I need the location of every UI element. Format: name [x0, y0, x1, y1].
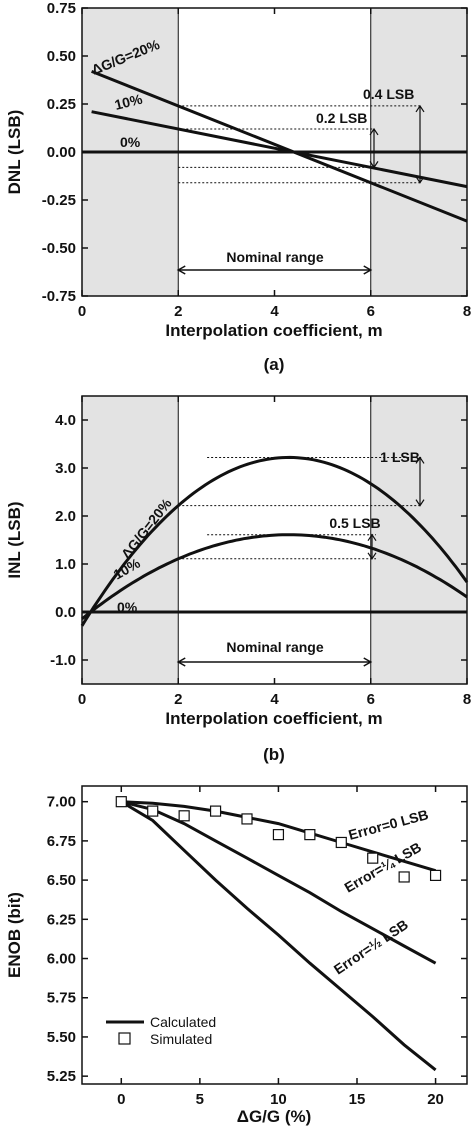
c-xtick-label: 0: [117, 1091, 125, 1108]
b-ytick-label: 3.0: [55, 460, 76, 477]
y-axis-label-a: DNL (LSB): [5, 110, 24, 195]
x-axis-label-a: Interpolation coefficient, m: [165, 321, 382, 340]
panel-label-a: (a): [264, 355, 285, 374]
b-ytick-label: 1.0: [55, 556, 76, 573]
nominal-range-label-b: Nominal range: [226, 639, 323, 655]
c-xtick-label: 10: [270, 1091, 287, 1108]
simulated-point: [272, 829, 285, 841]
a-ytick-label: 0.00: [47, 144, 76, 161]
b-ytick-label: 4.0: [55, 412, 76, 429]
nominal-range-label-a: Nominal range: [226, 249, 323, 265]
arrow-small-b-head-bottom: [367, 552, 377, 560]
y-ticks-a: 0.75 0.50 0.25 0.00 -0.25 -0.50 -0.75: [42, 0, 467, 305]
annotation-big-arrow-b: 1 LSB: [380, 449, 420, 465]
panel-c: Error=0 LSB Error=¼ LSB Error=½ LSB Calc…: [5, 785, 468, 1126]
a-ytick-label: -0.75: [42, 288, 76, 305]
simulated-point: [241, 813, 253, 825]
y-ticks-c: 7.00 6.75 6.50 6.25 6.00 5.75 5.50 5.25: [47, 794, 467, 1085]
annotation-small-arrow-a: 0.2 LSB: [316, 110, 367, 126]
c-ytick-label: 5.25: [47, 1068, 76, 1085]
legend-c: Calculated Simulated: [106, 1014, 216, 1047]
c-ytick-label: 7.00: [47, 794, 76, 811]
b-ytick-label: 2.0: [55, 508, 76, 525]
series-10pct-a: [91, 110, 468, 189]
b-xtick-label: 0: [78, 691, 86, 708]
shaded-region-right-b: [370, 396, 467, 684]
c-xtick-label: 15: [349, 1091, 366, 1108]
simulated-point: [209, 805, 222, 817]
b-xtick-label: 6: [367, 691, 375, 708]
b-ytick-label: 0.0: [55, 604, 76, 621]
series-error-quarter-c: [120, 800, 437, 965]
c-xtick-label: 5: [196, 1091, 204, 1108]
c-ytick-label: 5.50: [47, 1029, 76, 1046]
panel-b: ΔG/G=20% 10% 0% 1 LSB 0.5 LSB Nominal ra…: [5, 395, 471, 764]
a-ytick-label: 0.25: [47, 96, 76, 113]
series-20pct-b: [80, 455, 469, 627]
a-xtick-label: 2: [174, 303, 182, 320]
annotation-big-arrow-a: 0.4 LSB: [363, 86, 414, 102]
legend-label-simulated: Simulated: [150, 1031, 212, 1047]
c-ytick-label: 6.75: [47, 833, 76, 850]
simulated-point: [178, 810, 190, 822]
simulated-point: [115, 796, 127, 808]
y-axis-label-b: INL (LSB): [5, 501, 24, 578]
a-ytick-label: -0.50: [42, 240, 76, 257]
b-ytick-label: -1.0: [50, 652, 76, 669]
x-axis-label-c: ΔG/G (%): [237, 1107, 312, 1126]
series-10pct-b: [81, 533, 468, 621]
panel-label-b: (b): [263, 745, 285, 764]
shaded-region-left-b: [82, 396, 179, 684]
c-ytick-label: 6.50: [47, 872, 76, 889]
arrow-big-a-head-bottom: [415, 176, 425, 184]
y-axis-label-c: ENOB (bit): [5, 892, 24, 978]
a-xtick-label: 6: [367, 303, 375, 320]
simulated-point: [147, 805, 159, 817]
legend-marker-simulated: [118, 1032, 131, 1045]
b-xtick-label: 8: [463, 691, 471, 708]
a-xtick-label: 4: [270, 303, 279, 320]
x-ticks-c: 0 5 10 15 20: [117, 786, 444, 1108]
simulated-point: [304, 829, 316, 841]
x-ticks-b: 0 2 4 6 8: [78, 396, 471, 708]
a-xtick-label: 0: [78, 303, 86, 320]
b-xtick-label: 4: [270, 691, 279, 708]
simulated-points-c: [115, 796, 442, 883]
c-ytick-label: 5.75: [47, 990, 76, 1007]
arrow-big-a-head-top: [415, 104, 425, 113]
legend-label-calculated: Calculated: [150, 1014, 216, 1030]
c-ytick-label: 6.00: [47, 951, 76, 968]
series-label-0pct-a: 0%: [120, 134, 141, 150]
arrow-small-a-head-top: [369, 127, 379, 136]
arrow-big-b-head-bottom: [415, 499, 425, 507]
x-axis-label-b: Interpolation coefficient, m: [165, 709, 382, 728]
series-error-0-c: [121, 800, 437, 873]
series-error-half-c: [120, 800, 437, 1072]
dotted-guides-a: [178, 105, 420, 184]
a-ytick-label: 0.75: [47, 0, 76, 17]
annotation-small-arrow-b: 0.5 LSB: [329, 515, 380, 531]
b-xtick-label: 2: [174, 691, 182, 708]
simulated-point: [335, 836, 347, 849]
series-20pct-a: [91, 70, 468, 223]
a-xtick-label: 8: [463, 303, 471, 320]
arrow-big-b-head-top: [415, 456, 425, 464]
series-label-10pct-a: 10%: [113, 90, 145, 112]
simulated-point: [398, 871, 410, 883]
c-xtick-label: 20: [427, 1091, 444, 1108]
a-ytick-label: -0.25: [42, 192, 76, 209]
simulated-point: [429, 869, 442, 882]
arrow-small-a-head-bottom: [369, 161, 379, 169]
a-ytick-label: 0.50: [47, 48, 76, 65]
simulated-point: [367, 852, 379, 864]
panel-a: ΔG/G=20% 10% 0% 0.4 LSB 0.2 LSB Nominal …: [5, 0, 471, 374]
c-ytick-label: 6.25: [47, 911, 76, 928]
arrow-small-b-head-top: [367, 533, 377, 542]
y-ticks-b: 4.0 3.0 2.0 1.0 0.0 -1.0: [50, 412, 467, 669]
series-label-0pct-b: 0%: [117, 599, 138, 615]
x-ticks-a: 0 2 4 6 8: [78, 8, 471, 320]
